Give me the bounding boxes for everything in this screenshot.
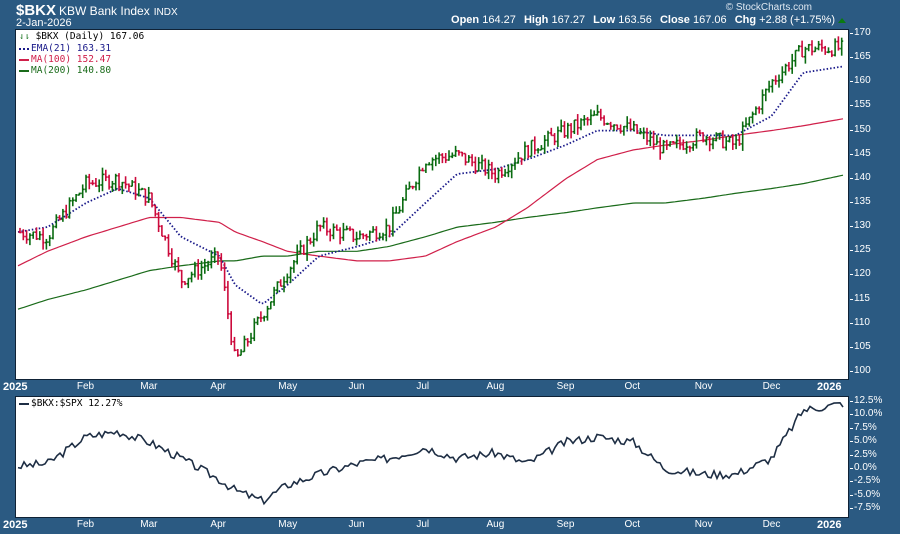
axis-month-label: Mar (140, 381, 158, 392)
axis-month-label: 2025 (3, 519, 28, 531)
price-legend: ⇃⇂ $BKX (Daily) 167.06 EMA(21) 163.31 MA… (19, 31, 144, 76)
axis-tick-label: 160 (854, 75, 871, 87)
high-label: High (523, 14, 549, 26)
brand: © StockCharts.com (725, 2, 812, 13)
ratio-legend: $BKX:$SPX 12.27% (19, 398, 123, 409)
price-panel[interactable]: ⇃⇂ $BKX (Daily) 167.06 EMA(21) 163.31 MA… (15, 29, 849, 380)
low-value: 163.56 (618, 14, 652, 26)
axis-tick-label: 10.0% (854, 408, 883, 420)
axis-tick-label: 125 (854, 244, 871, 256)
legend-ema21: EMA(21) 163.31 (19, 43, 144, 54)
axis-month-label: Sep (556, 381, 575, 392)
axis-tick-label: 100 (854, 365, 871, 376)
axis-month-label: Jun (348, 519, 365, 530)
axis-month-label: Oct (624, 381, 641, 392)
axis-tick-label: 170 (854, 27, 871, 38)
axis-month-label: 2025 (3, 381, 28, 393)
axis-tick-label: 120 (854, 268, 871, 280)
ratio-panel[interactable]: $BKX:$SPX 12.27% (15, 396, 849, 518)
axis-tick-label: 110 (854, 316, 870, 328)
axis-tick-label: 0.0% (854, 461, 877, 473)
axis-month-label: Sep (556, 519, 575, 530)
axis-month-label: Jul (416, 519, 430, 530)
legend-ma100: MA(100) 152.47 (19, 54, 144, 65)
line-icon (19, 402, 29, 405)
high-value: 167.27 (551, 14, 586, 26)
up-arrow-icon (838, 17, 846, 23)
date-axis-bottom: 2025 Feb Mar Apr May Jun Jul Aug Sep Oct Nov Dec 202… (3, 517, 847, 533)
price-plot (17, 36, 844, 357)
axis-tick-label: 155 (854, 99, 871, 111)
axis-month-label: Nov (694, 519, 713, 530)
line-icon (19, 58, 29, 61)
axis-month-label: Apr (210, 519, 226, 530)
axis-tick-label: 130 (854, 220, 871, 232)
axis-month-label: May (278, 381, 298, 392)
axis-tick-label: 2.5% (854, 448, 877, 460)
open-value: 164.27 (482, 14, 516, 26)
axis-month-label: Jul (416, 381, 430, 392)
open-label: Open (451, 14, 480, 26)
axis-tick-label: 105 (854, 340, 871, 352)
legend-ma200: MA(200) 140.80 (19, 65, 144, 76)
bar-icon: ⇃⇂ (19, 32, 30, 42)
axis-month-label: Jun (348, 381, 365, 392)
date-axis-top: 2025 Feb Mar Apr May Jun Jul Aug Sep Oct Nov Dec 202… (3, 379, 847, 395)
axis-month-label: Dec (762, 381, 781, 392)
axis-month-label: Oct (624, 519, 641, 530)
close-value: 167.06 (692, 14, 727, 26)
axis-tick-label: -2.5% (854, 475, 881, 487)
line-icon (19, 69, 29, 72)
axis-month-label: Aug (486, 519, 505, 530)
axis-tick-label: 115 (854, 292, 870, 304)
axis-tick-label: 150 (854, 123, 871, 135)
axis-month-label: Feb (76, 519, 95, 530)
symbol: $BKX (16, 2, 57, 19)
ratio-plot (17, 401, 844, 506)
chart-title: $BKX KBW Bank Index INDX (16, 2, 178, 19)
axis-month-label: 2026 (817, 381, 842, 393)
axis-month-label: 2026 (817, 519, 842, 531)
low-label: Low (593, 14, 616, 26)
chg-label: Chg (734, 14, 757, 26)
axis-tick-label: -5.0% (854, 488, 881, 500)
axis-month-label: Dec (762, 519, 781, 530)
axis-month-label: Nov (694, 381, 713, 392)
axis-month-label: Aug (486, 381, 505, 392)
axis-month-label: Apr (210, 381, 226, 392)
ohlc-summary: Open 164.27 High 167.27 Low 163.56 Close… (446, 14, 846, 26)
dotted-line-icon (19, 47, 29, 50)
axis-tick-label: 145 (854, 147, 871, 159)
chart-date: 2-Jan-2026 (16, 17, 72, 29)
axis-tick-label: 12.5% (854, 395, 883, 406)
axis-tick-label: 135 (854, 196, 871, 207)
axis-tick-label: 5.0% (854, 435, 877, 447)
axis-tick-label: 140 (854, 171, 871, 183)
axis-month-label: Feb (76, 381, 95, 392)
legend-ratio: $BKX:$SPX 12.27% (19, 398, 123, 409)
axis-month-label: May (278, 519, 298, 530)
axis-tick-label: 165 (854, 51, 871, 63)
exchange: INDX (153, 7, 178, 18)
security-name: KBW Bank Index (59, 4, 150, 18)
axis-tick-label: -7.5% (854, 502, 881, 513)
axis-tick-label: 7.5% (854, 421, 877, 433)
axis-month-label: Mar (140, 519, 158, 530)
legend-price: ⇃⇂ $BKX (Daily) 167.06 (19, 31, 145, 42)
close-label: Close (659, 14, 690, 26)
chg-value: +2.88 (+1.75%) (759, 14, 835, 26)
